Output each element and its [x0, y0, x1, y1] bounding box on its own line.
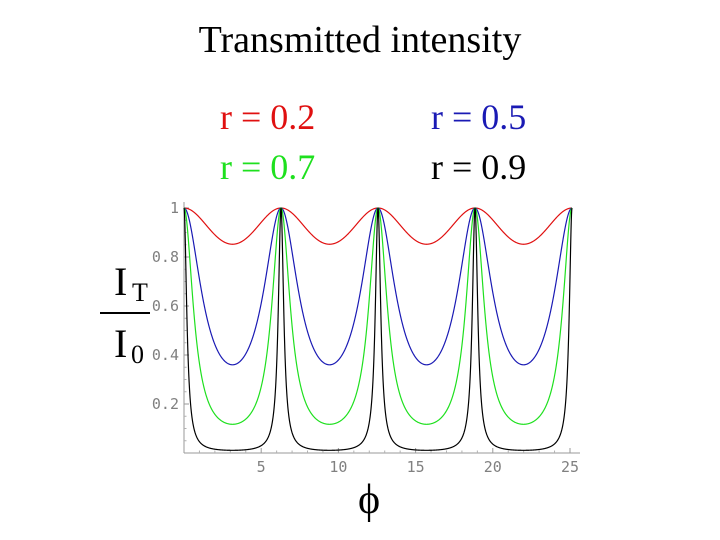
y-axis-label: I T I 0: [98, 258, 158, 369]
y-label-numerator: I: [114, 259, 128, 304]
x-tick: 15: [407, 448, 425, 476]
x-tick-label: 15: [407, 458, 425, 476]
x-tick-label: 10: [329, 458, 347, 476]
axes: 5 10 15 20 25 0.2 0.4 0.6 0.8 1: [152, 199, 580, 476]
legend-r-0-5: r = 0.5: [431, 97, 527, 137]
x-tick-label: 20: [484, 458, 502, 476]
y-tick-label: 0.8: [152, 248, 179, 266]
y-label-denominator: I: [114, 321, 128, 366]
legend-r-0-2: r = 0.2: [220, 97, 316, 137]
x-axis-label: ϕ: [358, 477, 381, 523]
series-line-r-0-5: [183, 207, 573, 366]
x-tick-label: 5: [257, 458, 266, 476]
series-line-r-0-9: [183, 207, 573, 451]
y-tick-label: 0.2: [152, 395, 179, 413]
series-line-r-0-7: [183, 207, 573, 425]
legend-r-0-9: r = 0.9: [431, 147, 527, 187]
x-tick-label: 25: [561, 458, 579, 476]
chart-title: Transmitted intensity: [198, 19, 522, 61]
x-tick: 25: [561, 448, 579, 476]
y-tick: 0.8: [152, 248, 189, 266]
y-label-fraction-bar: [100, 312, 150, 314]
x-tick: 5: [257, 448, 266, 476]
y-tick-label: 0.4: [152, 346, 179, 364]
x-tick: 10: [329, 448, 347, 476]
y-label-denominator-sub: 0: [131, 340, 144, 369]
y-tick: 0.2: [152, 395, 189, 413]
y-tick-label: 1: [170, 199, 179, 217]
curves: [183, 207, 573, 451]
y-tick-label: 0.6: [152, 297, 179, 315]
legend-r-0-7: r = 0.7: [220, 147, 316, 187]
y-label-numerator-sub: T: [132, 278, 148, 307]
x-tick: 20: [484, 448, 502, 476]
